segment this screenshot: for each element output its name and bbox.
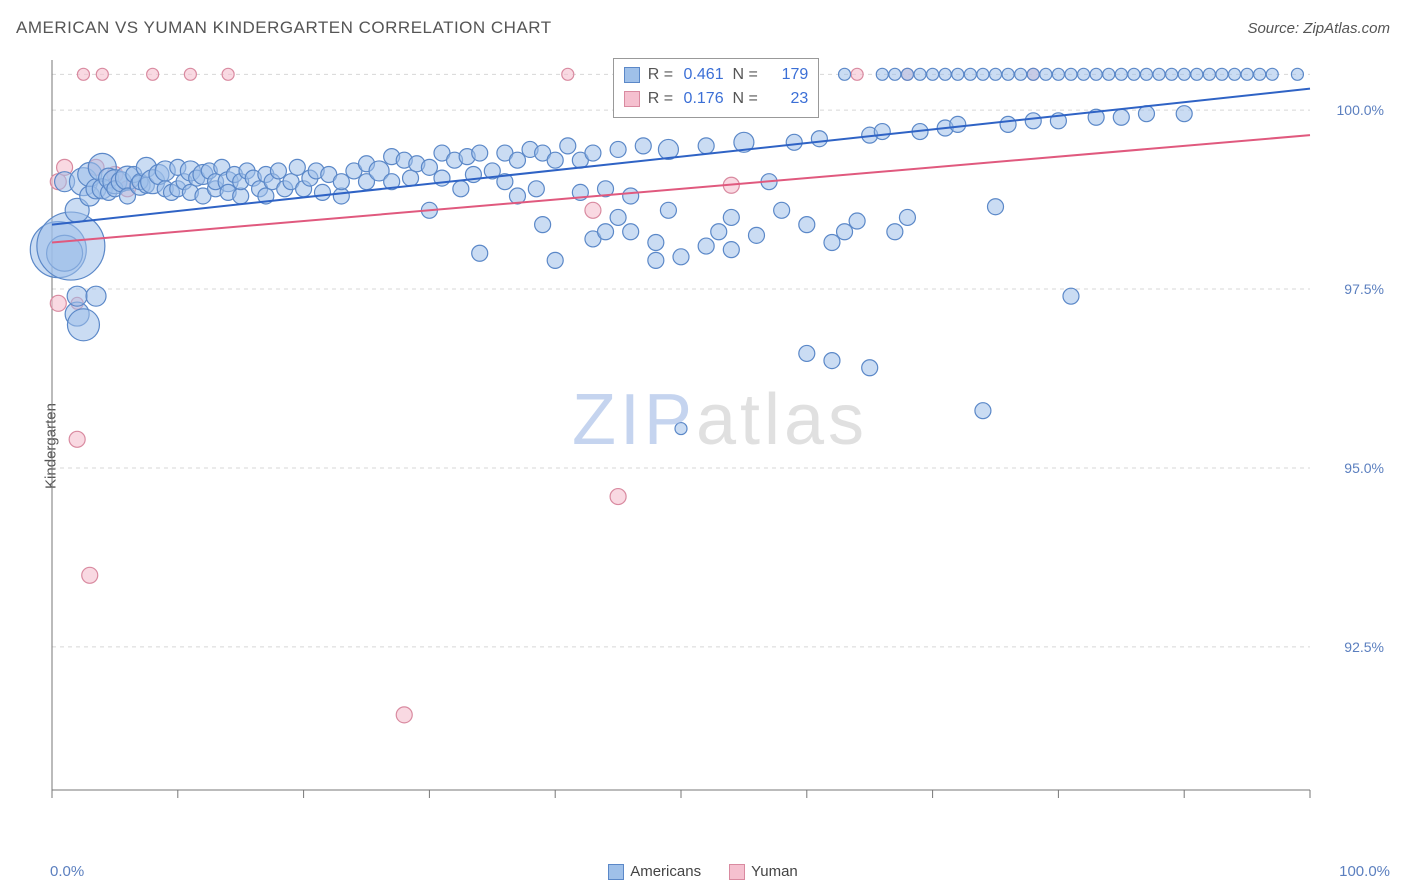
legend-item-yuman: Yuman bbox=[729, 863, 798, 880]
legend-stats: R = 0.176 N = 23 bbox=[648, 87, 808, 111]
legend-swatch-americans bbox=[608, 864, 624, 880]
correlation-legend: R = 0.461 N = 179 R = 0.176 N = 23 bbox=[613, 58, 819, 118]
y-tick-label: 97.5% bbox=[1344, 281, 1384, 297]
chart-title: AMERICAN VS YUMAN KINDERGARTEN CORRELATI… bbox=[16, 18, 552, 38]
legend-label-yuman: Yuman bbox=[751, 863, 798, 880]
scatter-svg: 92.5% 95.0% 97.5% 100.0% bbox=[50, 50, 1390, 820]
y-tick-label: 95.0% bbox=[1344, 460, 1384, 476]
bottom-legend: Americans Yuman bbox=[0, 863, 1406, 880]
legend-label-americans: Americans bbox=[630, 863, 701, 880]
legend-row: R = 0.176 N = 23 bbox=[624, 87, 808, 111]
y-tick-label: 100.0% bbox=[1337, 102, 1384, 118]
legend-swatch bbox=[624, 67, 640, 83]
source-label: Source: ZipAtlas.com bbox=[1247, 20, 1390, 37]
legend-row: R = 0.461 N = 179 bbox=[624, 63, 808, 87]
plot-area: 92.5%95.0%97.5%100.0% ZIPatlas R = 0.461… bbox=[50, 50, 1390, 820]
legend-swatch-yuman bbox=[729, 864, 745, 880]
y-tick-label: 92.5% bbox=[1344, 639, 1384, 655]
legend-swatch bbox=[624, 91, 640, 107]
legend-stats: R = 0.461 N = 179 bbox=[648, 63, 808, 87]
legend-item-americans: Americans bbox=[608, 863, 701, 880]
